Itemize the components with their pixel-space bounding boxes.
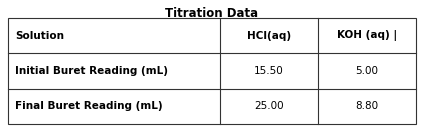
Text: Final Buret Reading (mL): Final Buret Reading (mL) bbox=[15, 101, 163, 111]
Text: 5.00: 5.00 bbox=[356, 66, 379, 76]
Text: Solution: Solution bbox=[15, 31, 64, 41]
Text: HCl(aq): HCl(aq) bbox=[247, 31, 291, 41]
Text: 25.00: 25.00 bbox=[254, 101, 284, 111]
Text: KOH (aq) |: KOH (aq) | bbox=[337, 30, 397, 41]
Text: Initial Buret Reading (mL): Initial Buret Reading (mL) bbox=[15, 66, 168, 76]
Bar bbox=[8, 18, 416, 124]
Text: 15.50: 15.50 bbox=[254, 66, 284, 76]
Text: 8.80: 8.80 bbox=[355, 101, 379, 111]
Text: Titration Data: Titration Data bbox=[165, 7, 259, 20]
